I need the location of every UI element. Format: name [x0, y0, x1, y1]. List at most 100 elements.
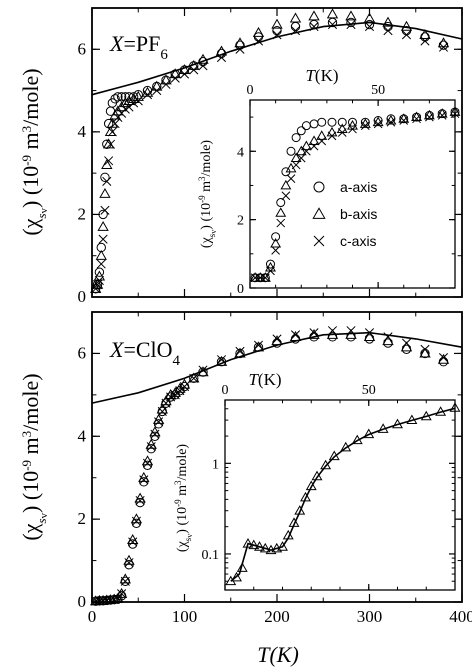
title-sub: 4 — [173, 353, 181, 369]
top-inset-point-a-axis — [266, 259, 275, 269]
bottom-point-b-axis — [382, 335, 394, 346]
bottom-point-c-axis — [120, 576, 130, 586]
top-inset-point-c-axis — [399, 116, 409, 125]
inset-ylabel-part: ) — [175, 529, 190, 534]
bottom-point-b-axis — [215, 355, 228, 366]
top-point-a-axis — [124, 92, 134, 102]
top-inset: 0 50 0 2 4 T(K) (χsv) (10-9 m3/mole) a-axis b-ax… — [197, 66, 461, 297]
bottom-point-b-axis — [419, 347, 431, 358]
bottom-point-b-axis — [363, 331, 376, 341]
top-inset-point-c-axis — [412, 114, 421, 124]
legend-marker-b-axis — [312, 207, 326, 219]
ylabel-part: m — [18, 132, 43, 155]
top-point-c-axis — [161, 79, 171, 89]
top-inset-point-c-axis — [286, 174, 296, 183]
top-point-a-axis — [94, 267, 105, 277]
top-inset-point-b-axis — [259, 272, 271, 282]
top-point-c-axis — [216, 52, 227, 63]
top-inset-point-b-axis — [308, 135, 320, 145]
bottom-inset: 0 50 0.1 1 T(K) (χsv) (10-9 m3/mole) — [173, 370, 461, 591]
top-point-c-axis — [102, 176, 112, 186]
top-point-a-axis — [346, 17, 356, 28]
ylabel-part: -9 — [19, 155, 34, 166]
inset-xlabel-unit: (K) — [258, 370, 282, 389]
ylabel-part: ) — [18, 201, 43, 208]
top-point-c-axis — [235, 44, 245, 54]
top-inset-point-c-axis — [271, 246, 280, 255]
bottom-point-c-axis — [131, 516, 141, 526]
top-inset-point-b-axis — [295, 145, 307, 156]
top-point-b-axis — [99, 187, 111, 198]
bottom-point-a-axis — [139, 477, 149, 487]
bottom-point-c-axis — [420, 344, 430, 354]
ylabel-part: (χ — [18, 218, 43, 235]
title-eq: =ClO — [123, 337, 172, 362]
bottom-point-c-axis — [161, 398, 171, 408]
top-point-c-axis — [98, 234, 108, 244]
top-inset-point-c-axis — [309, 141, 319, 151]
top-point-c-axis — [401, 30, 412, 40]
top-point-c-axis — [129, 98, 139, 108]
bottom-point-a-axis — [142, 460, 153, 470]
bottom-point-b-axis — [400, 341, 413, 352]
bottom-inset-point-series0 — [277, 541, 288, 551]
legend-marker-c-axis — [313, 235, 325, 247]
top-inset-point-a-axis — [291, 133, 301, 143]
bottom-point-c-axis — [235, 346, 245, 356]
top-point-c-axis — [364, 22, 375, 32]
ylabel-part: m — [18, 437, 43, 460]
top-point-c-axis — [142, 90, 153, 100]
top-point-c-axis — [107, 127, 117, 137]
inset-xlabel-var: T — [248, 370, 259, 389]
inset-xlabel-var: T — [305, 66, 316, 85]
inset-ylabel-part: 3 — [173, 480, 183, 485]
ylabel-part: 3 — [19, 126, 34, 133]
bottom-point-c-axis — [327, 326, 338, 336]
inset-ylabel-part: v — [209, 230, 218, 234]
top-inset-point-c-axis — [266, 266, 275, 276]
bottom-point-a-axis — [153, 419, 164, 429]
bottom-point-c-axis — [290, 330, 301, 340]
top-inset-point-a-axis — [271, 232, 281, 242]
top-inset-point-a-axis — [276, 198, 286, 208]
top-ytick-label: 6 — [78, 39, 87, 58]
legend-label-a-axis: a-axis — [340, 179, 377, 195]
bottom-point-c-axis — [166, 392, 176, 402]
inset-ylabel-part: (10 — [175, 507, 190, 529]
top-inset-ytick-label: 4 — [237, 145, 244, 160]
inset-ylabel-part: s — [207, 233, 217, 237]
ylabel-part: s — [34, 213, 49, 218]
top-inset-point-c-axis — [425, 112, 434, 122]
top-ytick-label: 0 — [78, 287, 87, 306]
top-inset-xtick-label: 50 — [371, 83, 385, 98]
bottom-inset-point-series0 — [242, 538, 254, 548]
bottom-inset-point-series0 — [294, 505, 306, 515]
title-var: X — [109, 31, 125, 56]
top-point-c-axis — [420, 36, 430, 46]
top-point-a-axis — [113, 92, 123, 102]
top-point-a-axis — [364, 19, 375, 30]
top-point-b-axis — [345, 10, 357, 21]
top-inset-point-c-axis — [360, 121, 370, 130]
bottom-inset-y-axis-label: (χsv) (10-9 m3/mole) — [173, 444, 194, 553]
top-inset-point-c-axis — [281, 191, 291, 201]
bottom-point-b-axis — [308, 328, 320, 339]
inset-ylabel-part: (χ — [199, 236, 214, 248]
bottom-point-a-axis — [124, 560, 134, 570]
xlabel-text: T(K) — [257, 642, 299, 667]
top-point-b-axis — [419, 28, 431, 39]
bottom-xtick-label: 200 — [264, 607, 290, 626]
top-point-c-axis — [179, 69, 190, 79]
top-inset-point-c-axis — [317, 136, 327, 146]
bottom-point-c-axis — [124, 558, 134, 568]
title-eq: =PF — [123, 31, 160, 56]
ylabel-part: -9 — [19, 460, 34, 471]
figure-labels: T(K) — [257, 642, 299, 667]
ylabel-part: /mole) — [18, 68, 43, 125]
bottom-ytick-label: 0 — [78, 592, 87, 611]
inset-ylabel-part: (χ — [175, 540, 190, 552]
inset-ylabel-part: -9 — [197, 195, 207, 203]
top-point-a-axis — [116, 92, 127, 102]
